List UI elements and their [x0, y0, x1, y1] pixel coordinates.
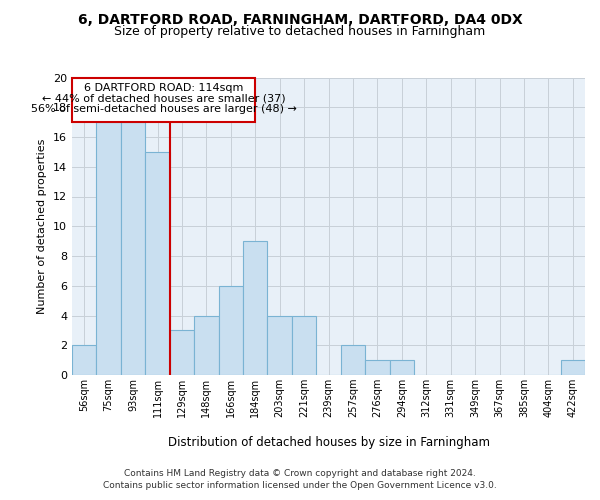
Text: ← 44% of detached houses are smaller (37): ← 44% of detached houses are smaller (37…	[42, 93, 286, 103]
Bar	[243, 241, 268, 375]
Text: 6, DARTFORD ROAD, FARNINGHAM, DARTFORD, DA4 0DX: 6, DARTFORD ROAD, FARNINGHAM, DARTFORD, …	[77, 12, 523, 26]
Bar	[121, 122, 145, 375]
Text: Contains HM Land Registry data © Crown copyright and database right 2024.: Contains HM Land Registry data © Crown c…	[124, 470, 476, 478]
Bar	[72, 345, 97, 375]
Bar	[292, 316, 316, 375]
Bar	[560, 360, 585, 375]
FancyBboxPatch shape	[72, 78, 255, 122]
Bar	[341, 345, 365, 375]
Text: Distribution of detached houses by size in Farningham: Distribution of detached houses by size …	[168, 436, 490, 449]
Bar	[97, 122, 121, 375]
Text: Contains public sector information licensed under the Open Government Licence v3: Contains public sector information licen…	[103, 480, 497, 490]
Bar	[365, 360, 389, 375]
Bar	[145, 152, 170, 375]
Y-axis label: Number of detached properties: Number of detached properties	[37, 138, 47, 314]
Bar	[268, 316, 292, 375]
Bar	[194, 316, 218, 375]
Text: Size of property relative to detached houses in Farningham: Size of property relative to detached ho…	[115, 25, 485, 38]
Text: 56% of semi-detached houses are larger (48) →: 56% of semi-detached houses are larger (…	[31, 104, 296, 115]
Bar	[389, 360, 414, 375]
Text: 6 DARTFORD ROAD: 114sqm: 6 DARTFORD ROAD: 114sqm	[84, 82, 243, 92]
Bar	[218, 286, 243, 375]
Bar	[170, 330, 194, 375]
